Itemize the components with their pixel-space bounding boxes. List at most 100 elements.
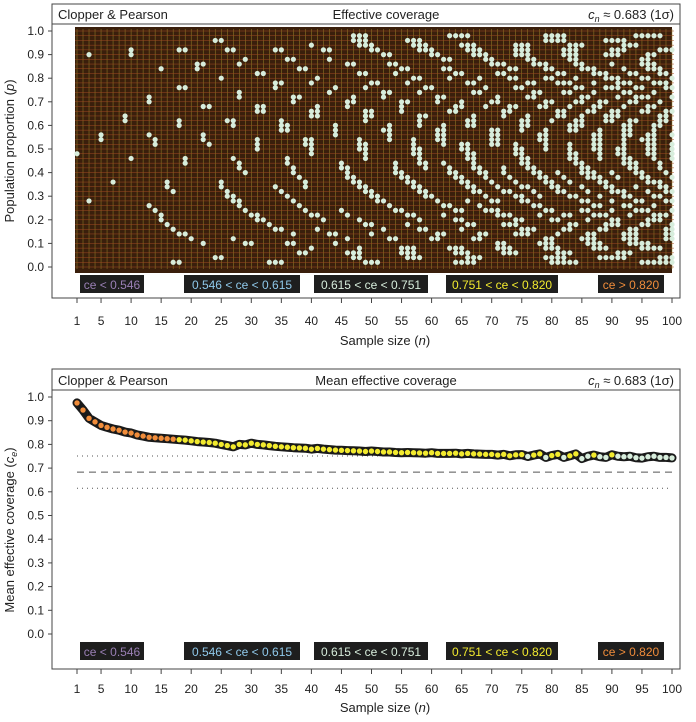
cell-dot — [549, 33, 555, 39]
cell-dot — [441, 94, 447, 100]
cell-dot — [441, 203, 447, 209]
cell-dot — [537, 136, 543, 143]
cell-dot — [416, 42, 423, 48]
cell-dot — [603, 226, 609, 232]
cell-dot — [447, 33, 453, 39]
cell-dot — [531, 226, 537, 232]
x-tick-label: 10 — [124, 682, 138, 696]
cell-dot — [669, 47, 675, 53]
x-tick-label: 70 — [485, 682, 499, 696]
legend-label: 0.615 < ce < 0.751 — [321, 278, 421, 292]
mean-coverage-point — [164, 436, 170, 442]
cell-dot — [525, 52, 531, 58]
mean-coverage-point — [404, 449, 411, 456]
cell-dot — [507, 212, 513, 218]
cell-dot — [513, 42, 519, 48]
cell-dot — [290, 198, 296, 204]
cell-dot — [483, 85, 489, 91]
cell-dot — [435, 94, 441, 100]
cell-dot — [603, 113, 609, 119]
cell-dot — [621, 42, 627, 48]
cell-dot — [525, 198, 531, 204]
cell-dot — [621, 141, 627, 147]
legend-box — [314, 275, 428, 293]
cell-dot — [146, 99, 152, 105]
cell-dot — [447, 203, 453, 209]
cell-dot — [525, 160, 531, 166]
cell-dot — [543, 33, 549, 39]
cell-dot — [314, 113, 321, 119]
mean-coverage-point — [422, 450, 429, 456]
mean-coverage-point — [116, 427, 122, 433]
cell-dot — [356, 245, 363, 251]
cell-dot — [338, 160, 345, 166]
cell-dot — [200, 240, 206, 246]
cell-dot — [392, 207, 399, 213]
cell-dot — [633, 118, 639, 124]
cell-dot — [332, 127, 339, 133]
cell-dot — [386, 136, 393, 143]
mean-coverage-point — [464, 450, 471, 457]
cell-dot — [290, 165, 296, 171]
cell-dot — [471, 151, 477, 157]
cell-dot — [633, 85, 639, 91]
cell-dot — [627, 42, 633, 48]
cell-dot — [549, 245, 555, 251]
x-tick-label: 45 — [335, 682, 349, 696]
mean-coverage-point — [92, 419, 98, 425]
mean-coverage-point — [573, 451, 579, 457]
cell-dot — [404, 212, 411, 218]
cell-dot — [669, 155, 675, 162]
cell-dot — [567, 80, 573, 86]
mean-coverage-point — [501, 451, 507, 458]
cell-dot — [585, 174, 591, 180]
cell-dot — [236, 203, 242, 209]
cell-dot — [200, 61, 206, 67]
mean-coverage-point — [621, 454, 627, 460]
cell-dot — [471, 184, 477, 190]
cell-dot — [525, 56, 531, 62]
cell-dot — [609, 207, 615, 213]
cell-dot — [278, 259, 284, 265]
cell-dot — [543, 75, 549, 81]
cell-dot — [362, 155, 369, 162]
cell-dot — [272, 184, 278, 190]
cell-dot — [615, 52, 621, 58]
cell-dot — [296, 174, 302, 180]
cell-dot — [645, 221, 651, 228]
cell-dot — [657, 165, 663, 171]
y-tick-label: 1.0 — [27, 24, 44, 38]
cell-dot — [404, 80, 411, 86]
cell-dot — [428, 47, 435, 53]
panel2-y-ticks: 0.0 0.1 0.2 0.3 0.4 0.5 0.6 0.7 0.8 0.9 1.0 — [27, 390, 52, 641]
cell-dot — [627, 226, 633, 232]
cell-dot — [555, 184, 561, 190]
cell-dot — [459, 226, 465, 232]
cell-dot — [302, 184, 308, 190]
cell-dot — [549, 99, 555, 105]
cell-dot — [579, 122, 585, 128]
cell-dot — [368, 259, 375, 265]
mean-coverage-point — [320, 446, 327, 452]
cell-dot — [633, 33, 639, 39]
mean-coverage-point — [446, 450, 453, 457]
cell-dot — [657, 47, 663, 53]
cell-dot — [627, 250, 633, 256]
cell-dot — [621, 37, 627, 44]
cell-dot — [230, 155, 236, 162]
cell-dot — [182, 160, 188, 166]
mean-coverage-point — [392, 449, 399, 456]
x-tick-label: 80 — [545, 682, 559, 696]
mean-coverage-point — [296, 445, 303, 451]
cell-dot — [591, 136, 597, 143]
cell-dot — [422, 188, 429, 195]
cell-dot — [447, 66, 453, 72]
cell-dot — [633, 165, 639, 171]
cell-dot — [254, 103, 260, 110]
cell-dot — [609, 37, 615, 44]
cell-dot — [416, 188, 423, 195]
cell-dot — [519, 42, 525, 48]
cell-dot — [398, 245, 405, 251]
legend-label: 0.546 < ce < 0.615 — [192, 645, 292, 659]
cell-dot — [308, 151, 314, 157]
